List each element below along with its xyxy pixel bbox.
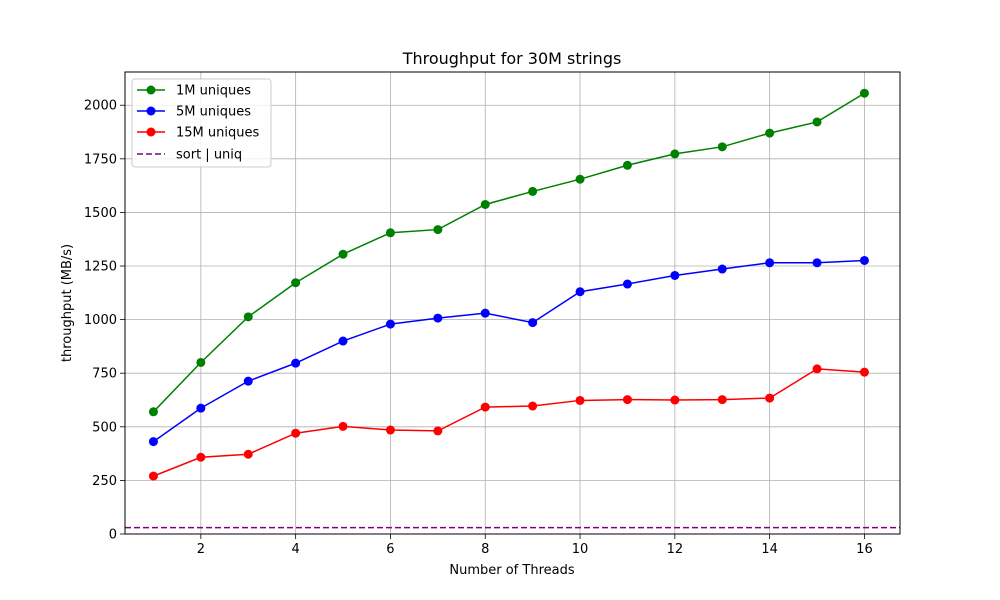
data-point	[243, 449, 253, 459]
data-point	[196, 403, 206, 413]
y-tick-label: 750	[92, 367, 117, 382]
data-point	[717, 142, 727, 152]
legend-label: 15M uniques	[176, 126, 259, 141]
data-point	[480, 402, 490, 412]
data-point	[243, 312, 253, 322]
legend-label: 1M uniques	[176, 84, 251, 99]
data-point	[196, 452, 206, 462]
data-point	[765, 128, 775, 138]
x-tick-label: 4	[292, 542, 300, 557]
data-point	[528, 186, 538, 196]
data-point	[196, 357, 206, 367]
legend-label: 5M uniques	[176, 105, 251, 120]
data-point	[148, 407, 158, 417]
x-tick-label: 6	[386, 542, 394, 557]
x-tick-label: 16	[856, 542, 873, 557]
data-point	[291, 278, 301, 288]
y-tick-label: 1750	[84, 152, 117, 167]
data-point	[622, 160, 632, 170]
data-point	[480, 199, 490, 209]
x-tick-label: 14	[761, 542, 778, 557]
y-axis-ticks: 0 250 500 750 1000 1250 1500 1750 2000	[84, 99, 125, 543]
data-point	[670, 149, 680, 159]
y-tick-label: 250	[92, 474, 117, 489]
y-tick-label: 1000	[84, 313, 117, 328]
series-0	[148, 88, 869, 417]
x-tick-label: 10	[572, 542, 589, 557]
legend-label: sort | uniq	[176, 148, 242, 163]
data-point	[859, 367, 869, 377]
chart-title: Throughput for 30M strings	[402, 49, 622, 68]
data-point	[765, 258, 775, 268]
y-axis-label: throughput (MB/s)	[60, 244, 75, 362]
x-axis-label: Number of Threads	[449, 563, 574, 578]
data-point	[859, 88, 869, 98]
data-point	[385, 228, 395, 238]
data-point	[528, 318, 538, 328]
y-tick-label: 2000	[84, 99, 117, 114]
legend-box	[131, 78, 272, 168]
data-point	[338, 336, 348, 346]
data-point	[670, 395, 680, 405]
data-point	[812, 258, 822, 268]
data-point	[433, 426, 443, 436]
y-tick-label: 0	[109, 528, 117, 543]
data-point	[765, 393, 775, 403]
y-tick-label: 1500	[84, 206, 117, 221]
series-line	[152, 92, 865, 413]
x-tick-label: 8	[481, 542, 489, 557]
data-point	[812, 117, 822, 127]
data-point	[670, 270, 680, 280]
series-group	[148, 88, 869, 481]
data-point	[291, 358, 301, 368]
data-point	[622, 279, 632, 289]
data-point	[433, 313, 443, 323]
data-point	[575, 174, 585, 184]
data-point	[148, 437, 158, 447]
series-2	[148, 364, 869, 481]
plot-frame	[124, 71, 901, 535]
data-point	[338, 249, 348, 259]
data-point	[812, 364, 822, 374]
data-point	[385, 425, 395, 435]
legend-marker	[146, 85, 156, 95]
data-point	[575, 395, 585, 405]
data-point	[575, 287, 585, 297]
legend: 1M uniques 5M uniques 15M uniques sort | un…	[131, 78, 272, 168]
data-point	[528, 401, 538, 411]
data-point	[243, 376, 253, 386]
data-point	[433, 225, 443, 235]
data-point	[385, 319, 395, 329]
x-tick-label: 2	[197, 542, 205, 557]
series-1	[148, 255, 869, 447]
y-tick-label: 1250	[84, 260, 117, 275]
data-point	[291, 428, 301, 438]
data-point	[622, 395, 632, 405]
y-tick-label: 500	[92, 420, 117, 435]
series-line	[153, 368, 865, 477]
data-point	[480, 308, 490, 318]
data-point	[338, 421, 348, 431]
x-axis-ticks: 2 4 6 8 10 12 14 16	[197, 534, 873, 557]
legend-marker	[146, 106, 156, 116]
x-tick-label: 12	[667, 542, 684, 557]
data-point	[717, 264, 727, 274]
data-point	[717, 395, 727, 405]
legend-marker	[146, 127, 156, 137]
data-point	[859, 255, 869, 265]
series-line	[153, 259, 865, 443]
data-point	[148, 471, 158, 481]
